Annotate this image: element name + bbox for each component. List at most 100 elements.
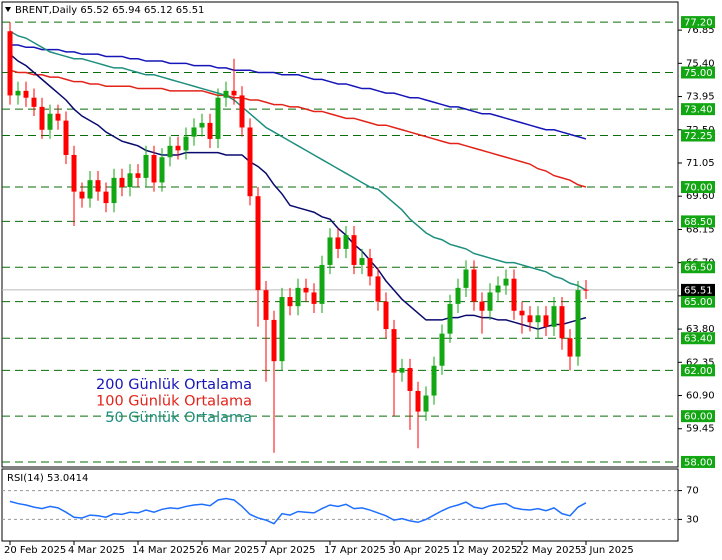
x-tick-label: 14 Mar 2025 <box>132 545 195 556</box>
level-label-bg <box>681 332 715 345</box>
candle-body <box>503 278 509 286</box>
candle-body <box>55 113 61 121</box>
candle-body <box>519 310 525 316</box>
candle-body <box>543 315 549 327</box>
candle-body <box>431 365 437 396</box>
level-label-bg <box>681 455 715 468</box>
rsi-panel <box>1 468 679 542</box>
candle-body <box>223 90 229 98</box>
candle-body <box>327 237 333 265</box>
candle-body <box>135 173 141 178</box>
candle-body <box>295 287 301 307</box>
candle-body <box>31 97 37 107</box>
legend-entry: 50 Günlük Ortalama <box>105 410 252 426</box>
y-tick-label: 30 <box>686 514 699 525</box>
candle-body <box>375 276 381 302</box>
level-label: 75.00 <box>684 68 713 79</box>
candle-body <box>271 319 277 362</box>
candle-body <box>207 122 213 139</box>
candle-body <box>279 297 285 362</box>
candle-body <box>415 390 421 412</box>
x-tick-label: 3 Jun 2025 <box>580 545 634 556</box>
candle-body <box>119 177 125 188</box>
moving-average <box>9 30 587 291</box>
level-label-bg <box>681 295 715 308</box>
menu-arrow <box>5 7 11 12</box>
candle-body <box>7 31 13 96</box>
candle-body <box>247 127 253 197</box>
candle-body <box>455 287 461 304</box>
current-price-label: 65.51 <box>684 285 713 296</box>
candle-body <box>39 106 45 130</box>
candle-body <box>255 196 261 291</box>
candle-body <box>87 180 93 199</box>
candle-body <box>511 278 517 311</box>
candle-body <box>47 113 53 130</box>
rsi-line <box>9 497 587 525</box>
candle-body <box>159 157 165 183</box>
level-label: 62.00 <box>684 366 713 377</box>
x-tick-label: 12 May 2025 <box>452 545 517 556</box>
level-label: 63.40 <box>684 334 713 345</box>
level-label: 68.50 <box>684 217 713 228</box>
level-label: 60.00 <box>684 412 713 423</box>
level-label: 65.00 <box>684 297 713 308</box>
y-tick-label: 59.45 <box>686 424 715 435</box>
candle-body <box>263 290 269 320</box>
candle-body <box>495 285 501 293</box>
level-label: 77.20 <box>684 18 713 29</box>
candle-body <box>399 368 405 373</box>
level-label: 73.40 <box>684 105 713 116</box>
candle-body <box>559 306 565 339</box>
chart-title: BRENT,Daily 65.52 65.94 65.12 65.51 <box>15 5 204 16</box>
x-tick-label: 4 Mar 2025 <box>68 545 125 556</box>
x-tick-label: 30 Apr 2025 <box>388 545 450 556</box>
level-label-bg <box>681 16 715 29</box>
y-tick-label: 71.05 <box>686 158 715 169</box>
candle-body <box>183 136 189 151</box>
level-label-bg <box>681 181 715 194</box>
y-tick-label: 76.85 <box>686 25 715 36</box>
candle-body <box>583 289 589 291</box>
candle-body <box>175 145 181 151</box>
candle-body <box>167 145 173 158</box>
candle-body <box>71 154 77 192</box>
candle-body <box>199 122 205 128</box>
candle-body <box>551 306 557 327</box>
candle-body <box>95 180 101 192</box>
candle-body <box>487 292 493 311</box>
candle-body <box>231 90 237 96</box>
y-tick-label: 75.40 <box>686 58 715 69</box>
candle-body <box>151 154 157 183</box>
candle-body <box>471 269 477 302</box>
level-label: 70.00 <box>684 183 713 194</box>
x-tick-label: 17 Apr 2025 <box>324 545 386 556</box>
candle-body <box>351 235 357 265</box>
candle-body <box>23 90 29 98</box>
x-tick-label: 22 May 2025 <box>516 545 581 556</box>
level-label-bg <box>681 364 715 377</box>
candle-body <box>103 191 109 204</box>
moving-average <box>9 69 587 188</box>
x-tick-label: 7 Apr 2025 <box>260 545 315 556</box>
candle-body <box>423 395 429 412</box>
y-tick-label: 68.15 <box>686 224 715 235</box>
rsi-title: RSI(14) 53.0414 <box>7 473 88 484</box>
candle-body <box>567 338 573 357</box>
level-label-bg <box>681 66 715 79</box>
candle-body <box>191 127 197 137</box>
candle-body <box>335 237 341 249</box>
candle-body <box>63 120 69 155</box>
level-label-bg <box>681 103 715 116</box>
moving-average <box>10 44 587 140</box>
candle-body <box>407 368 413 391</box>
candle-body <box>575 290 581 357</box>
candle-body <box>127 173 133 188</box>
candle-body <box>287 297 293 307</box>
candle-body <box>367 258 373 277</box>
candle-body <box>79 191 85 199</box>
level-label-bg <box>681 129 715 142</box>
y-tick-label: 70 <box>686 486 699 497</box>
